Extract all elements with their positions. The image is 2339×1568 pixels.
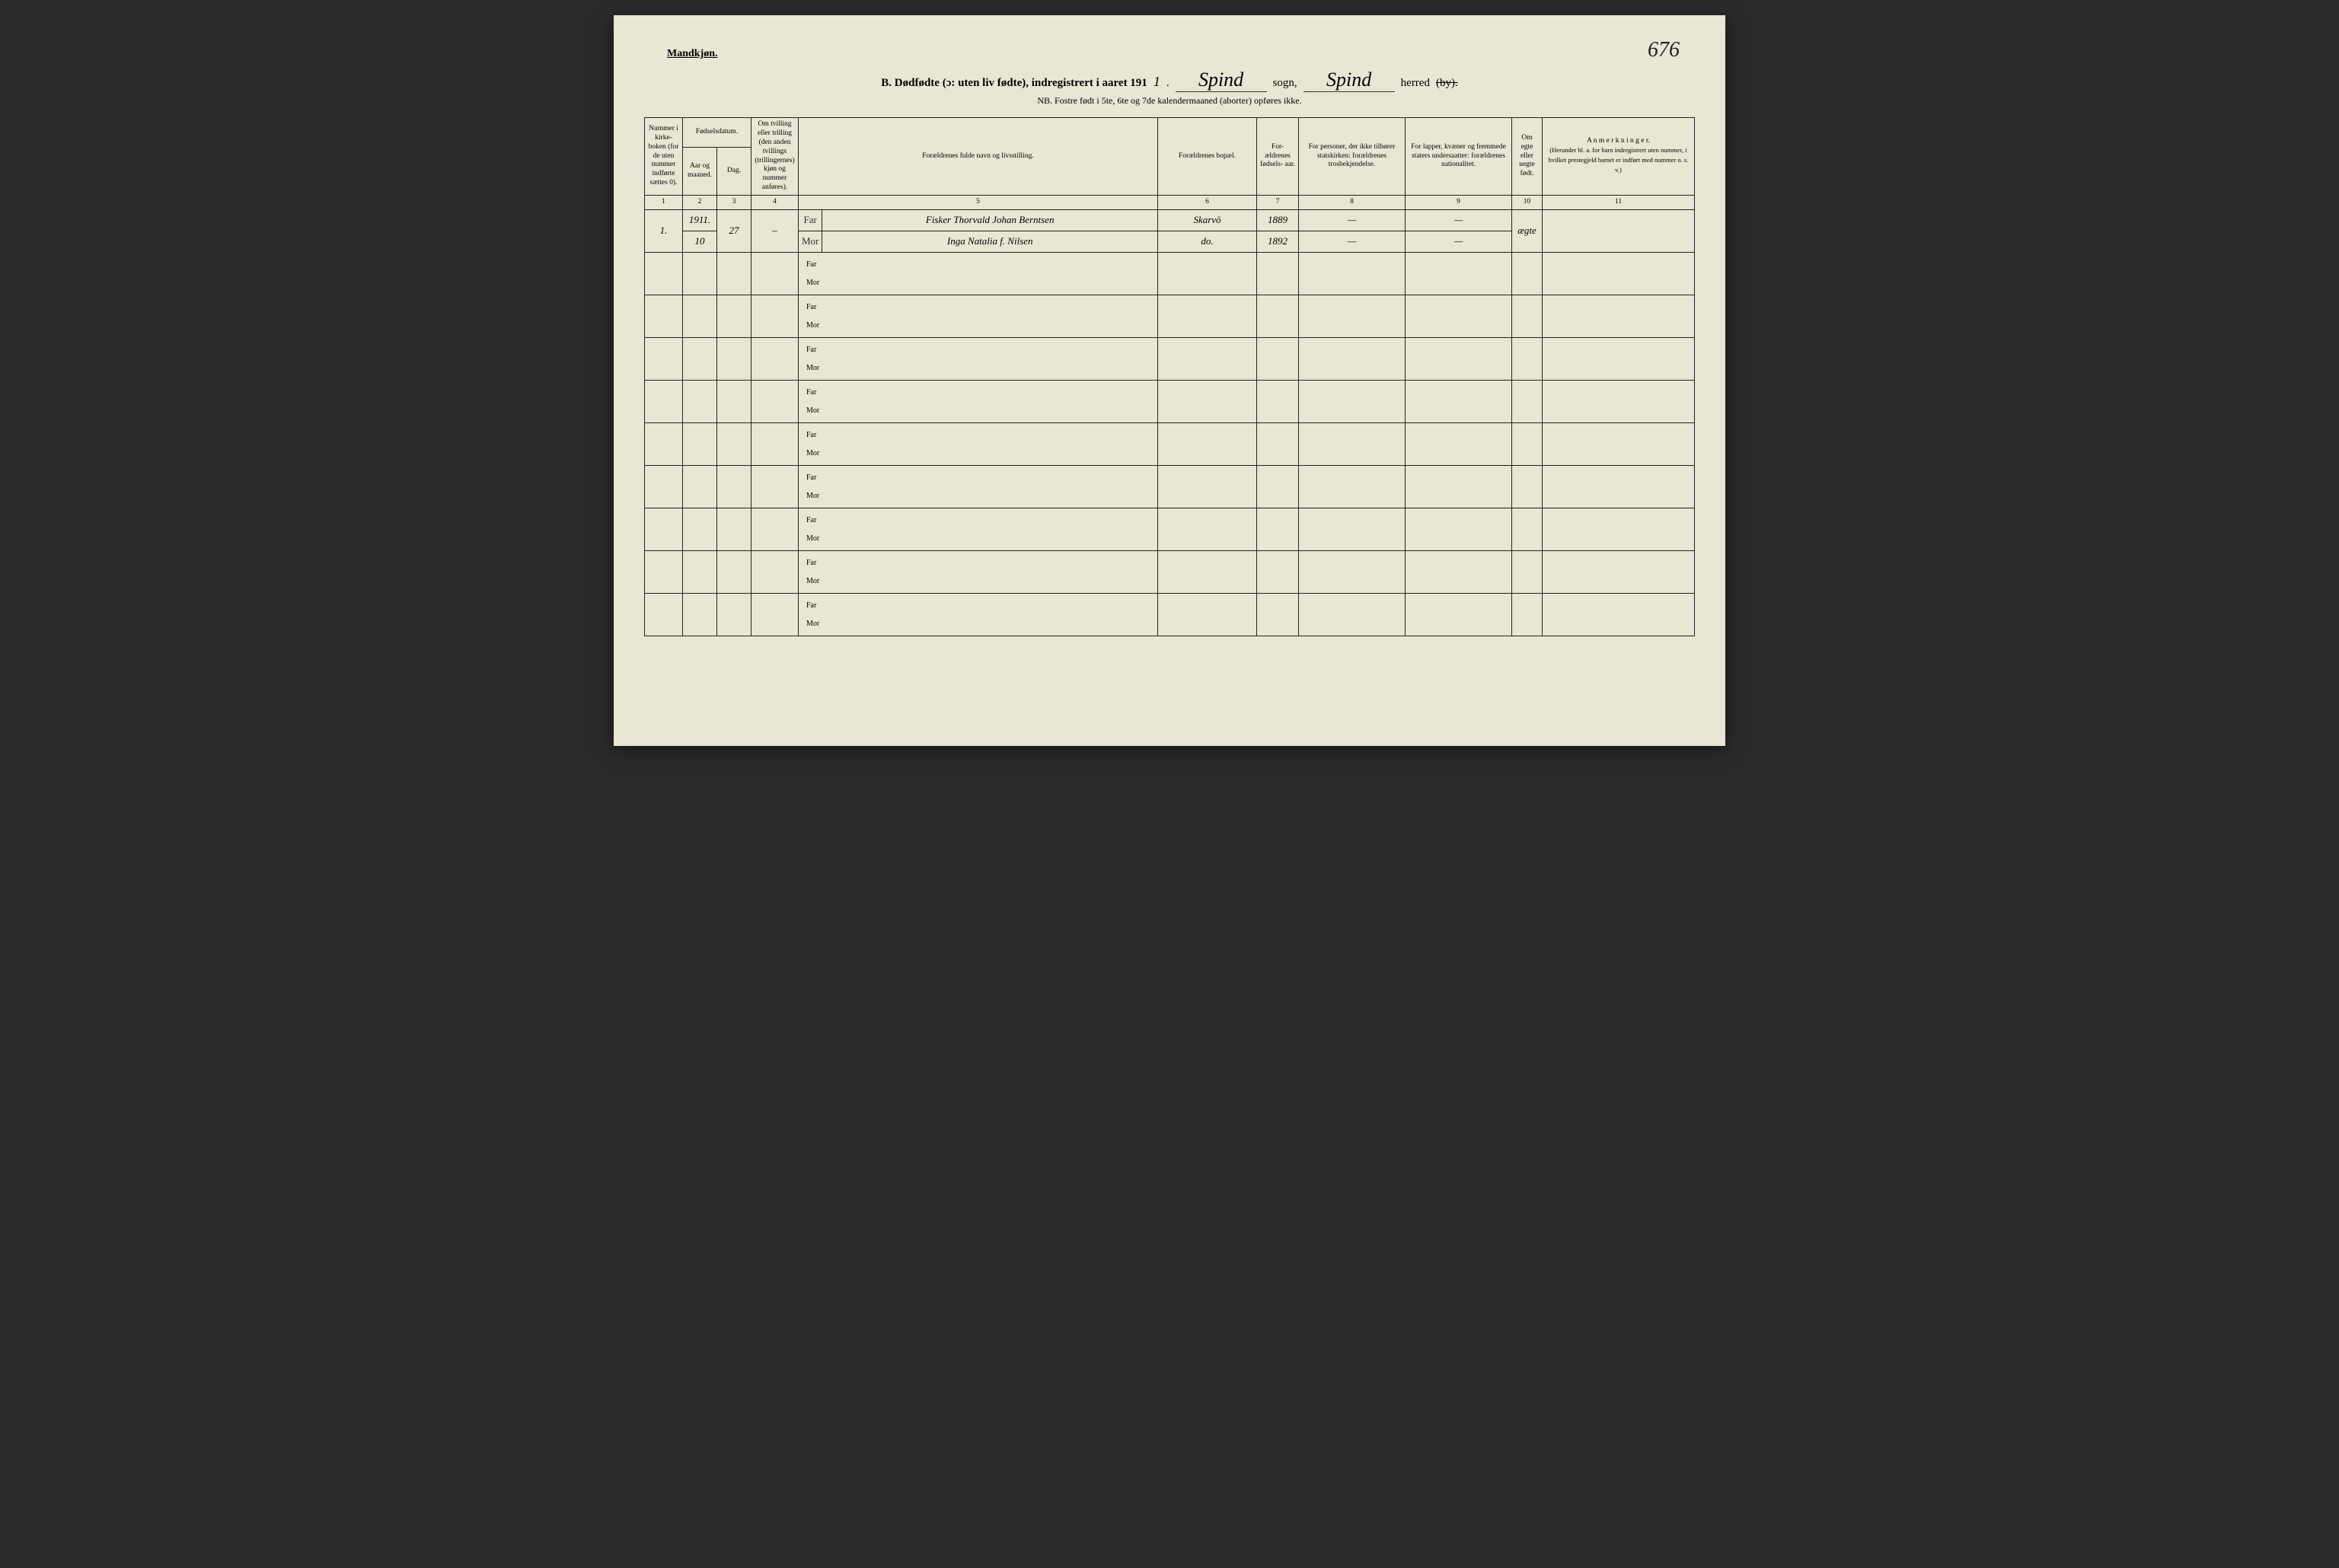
gender-heading: Mandkjøn. bbox=[667, 48, 718, 60]
mor-label: Mor bbox=[806, 321, 819, 330]
sogn-label: sogn, bbox=[1273, 77, 1297, 90]
colnum-1: 1 bbox=[645, 196, 683, 210]
sogn-handwritten: Spind bbox=[1176, 69, 1267, 92]
entry-1-nat-far: — bbox=[1406, 209, 1512, 231]
entry-1-egte: ægte bbox=[1512, 209, 1543, 252]
mor-label: Mor bbox=[806, 492, 819, 500]
farmor-stack: Far Mor bbox=[803, 425, 1154, 463]
far-label: Far bbox=[806, 346, 816, 354]
empty-row-7: Far Mor bbox=[645, 465, 1695, 508]
empty-row-10: Far Mor bbox=[645, 593, 1695, 636]
far-label: Far bbox=[806, 303, 816, 311]
entry-1-far-row: 1. 1911. 27 – Far Fisker Thorvald Johan … bbox=[645, 209, 1695, 231]
far-label: Far bbox=[806, 388, 816, 397]
mor-label: Mor bbox=[806, 449, 819, 457]
entry-1-bopael-far: Skarvö bbox=[1158, 209, 1257, 231]
entry-1-aar-maaned-bot: 10 bbox=[683, 231, 717, 252]
colnum-8: 8 bbox=[1299, 196, 1406, 210]
anm-sub: (Herunder bl. a. for barn indregistrert … bbox=[1549, 146, 1689, 174]
entry-1-tvilling: – bbox=[751, 209, 799, 252]
entry-1-aar-maaned-top: 1911. bbox=[683, 209, 717, 231]
page-number-handwritten: 676 bbox=[1648, 38, 1680, 62]
colnum-6: 6 bbox=[1158, 196, 1257, 210]
header-top: Mandkjøn. 676 bbox=[644, 38, 1695, 62]
colnum-4: 4 bbox=[751, 196, 799, 210]
herred-label: herred bbox=[1401, 77, 1430, 90]
entry-1-tros-far: — bbox=[1299, 209, 1406, 231]
entry-1-far-year: 1889 bbox=[1257, 209, 1299, 231]
col-header-trosbekjennelse: For personer, der ikke tilhører statskir… bbox=[1299, 118, 1406, 196]
col-header-fodselsdatum: Fødselsdatum. bbox=[683, 118, 751, 148]
title-line: B. Dødfødte (ɔ: uten liv fødte), indregi… bbox=[644, 69, 1695, 92]
empty-row-8: Far Mor bbox=[645, 508, 1695, 550]
col-header-egte: Om egte eller uegte født. bbox=[1512, 118, 1543, 196]
empty-row-3: Far Mor bbox=[645, 295, 1695, 337]
far-label: Far bbox=[806, 473, 816, 482]
column-number-row: 1 2 3 4 5 6 7 8 9 10 11 bbox=[645, 196, 1695, 210]
mor-label: Mor bbox=[806, 364, 819, 372]
farmor-stack: Far Mor bbox=[803, 468, 1154, 505]
col-header-dag: Dag. bbox=[717, 147, 751, 195]
mor-label: Mor bbox=[806, 620, 819, 628]
anm-title: A n m e r k n i n g e r. bbox=[1587, 137, 1650, 145]
farmor-stack: Far Mor bbox=[803, 255, 1154, 292]
far-label: Far bbox=[806, 559, 816, 567]
empty-row-9: Far Mor bbox=[645, 550, 1695, 593]
col-header-fodselsaar: For- ældrenes fødsels- aar. bbox=[1257, 118, 1299, 196]
mor-label: Mor bbox=[806, 406, 819, 415]
entry-1-tros-mor: — bbox=[1299, 231, 1406, 252]
empty-row-6: Far Mor bbox=[645, 422, 1695, 465]
col-header-aar-maaned: Aar og maaned. bbox=[683, 147, 717, 195]
col-header-tvilling: Om tvilling eller trilling (den anden tv… bbox=[751, 118, 799, 196]
far-label: Far bbox=[806, 516, 816, 524]
colnum-7: 7 bbox=[1257, 196, 1299, 210]
by-struck: (by). bbox=[1436, 77, 1458, 90]
ledger-page: Mandkjøn. 676 B. Dødfødte (ɔ: uten liv f… bbox=[614, 15, 1725, 746]
entry-1-bopael-mor: do. bbox=[1158, 231, 1257, 252]
farmor-stack: Far Mor bbox=[803, 553, 1154, 591]
farmor-stack: Far Mor bbox=[803, 596, 1154, 633]
entry-1-mor-label: Mor bbox=[799, 231, 822, 252]
entry-1-nummer: 1. bbox=[645, 209, 683, 252]
colnum-11: 11 bbox=[1543, 196, 1695, 210]
empty-row-4: Far Mor bbox=[645, 337, 1695, 380]
nb-note: NB. Fostre født i 5te, 6te og 7de kalend… bbox=[644, 95, 1695, 107]
mor-label: Mor bbox=[806, 279, 819, 287]
year-suffix-hw: 1 bbox=[1154, 74, 1160, 90]
mor-label: Mor bbox=[806, 577, 819, 585]
col-header-nummer: Nummer i kirke- boken (for de uten numme… bbox=[645, 118, 683, 196]
colnum-3: 3 bbox=[717, 196, 751, 210]
header-row-1: Nummer i kirke- boken (for de uten numme… bbox=[645, 118, 1695, 148]
entry-1-mor-year: 1892 bbox=[1257, 231, 1299, 252]
entry-1-mor-name: Inga Natalia f. Nilsen bbox=[822, 231, 1158, 252]
colnum-2: 2 bbox=[683, 196, 717, 210]
far-label: Far bbox=[806, 260, 816, 269]
col-header-anmerkninger: A n m e r k n i n g e r. (Herunder bl. a… bbox=[1543, 118, 1695, 196]
ledger-table: Nummer i kirke- boken (for de uten numme… bbox=[644, 117, 1695, 636]
farmor-stack: Far Mor bbox=[803, 298, 1154, 335]
farmor-stack: Far Mor bbox=[803, 340, 1154, 378]
colnum-9: 9 bbox=[1406, 196, 1512, 210]
entry-1-anm bbox=[1543, 209, 1695, 252]
far-label: Far bbox=[806, 601, 816, 610]
empty-row-5: Far Mor bbox=[645, 380, 1695, 422]
empty-row-2: Far Mor bbox=[645, 252, 1695, 295]
farmor-stack: Far Mor bbox=[803, 511, 1154, 548]
far-label: Far bbox=[806, 431, 816, 439]
herred-handwritten: Spind bbox=[1304, 69, 1395, 92]
col-header-nationalitet: For lapper, kvæner og fremmede staters u… bbox=[1406, 118, 1512, 196]
colnum-10: 10 bbox=[1512, 196, 1543, 210]
col-header-foreldre-navn: Forældrenes fulde navn og livsstilling. bbox=[799, 118, 1158, 196]
title-prefix: B. Dødfødte (ɔ: uten liv fødte), indregi… bbox=[881, 77, 1147, 90]
entry-1-far-name: Fisker Thorvald Johan Berntsen bbox=[822, 209, 1158, 231]
colnum-5: 5 bbox=[799, 196, 1158, 210]
entry-1-far-label: Far bbox=[799, 209, 822, 231]
mor-label: Mor bbox=[806, 534, 819, 543]
entry-1-nat-mor: — bbox=[1406, 231, 1512, 252]
col-header-bopael: Forældrenes bopæl. bbox=[1158, 118, 1257, 196]
entry-1-dag: 27 bbox=[717, 209, 751, 252]
farmor-stack: Far Mor bbox=[803, 383, 1154, 420]
